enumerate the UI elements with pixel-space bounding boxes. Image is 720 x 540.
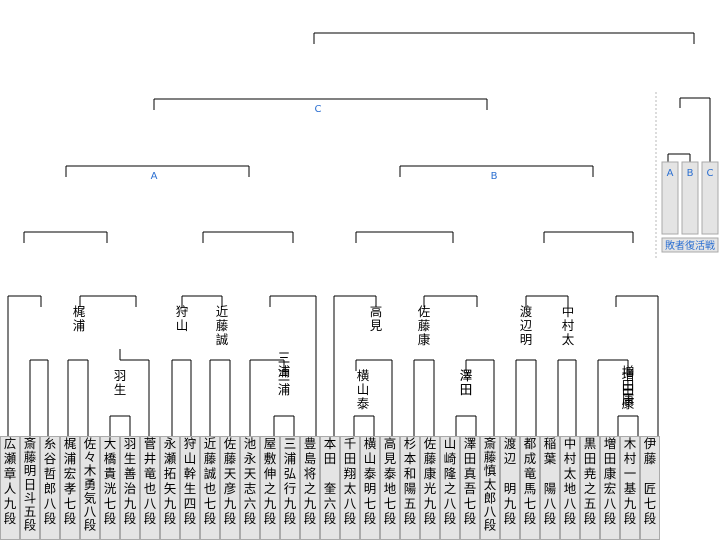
player-entry: 菅井竜也八段 <box>140 436 160 540</box>
player-name: 斎藤明日斗五段 <box>24 436 37 533</box>
round2-winner-watanabe: 渡辺明 <box>520 304 533 347</box>
player-name: 増田康宏八段 <box>604 436 617 526</box>
player-entry: 池永天志六段 <box>240 436 260 540</box>
block-labels: A B C <box>151 104 498 182</box>
player-entry: 杉本和陽五段 <box>400 436 420 540</box>
block-label-c: C <box>315 104 322 115</box>
player-name: 澤田真吾七段 <box>464 436 477 526</box>
player-name: 梶浦宏孝七段 <box>64 436 77 526</box>
player-entry: 斎藤明日斗五段 <box>20 436 40 540</box>
player-entry: 千田翔太八段 <box>340 436 360 540</box>
player-name: 千田翔太八段 <box>344 436 357 526</box>
block-label-a: A <box>151 171 158 182</box>
round1-winners: 三浦 横山泰 澤田 増田康 <box>278 368 635 411</box>
player-entry: 永瀬拓矢九段 <box>160 436 180 540</box>
player-name: 伊藤 匠七段 <box>644 436 657 526</box>
round2-winner-takami: 高見 <box>370 304 383 333</box>
player-name: 中村太地八段 <box>564 436 577 526</box>
round1-winner-masuda: 増田康 <box>622 368 635 411</box>
player-name: 横山泰明七段 <box>364 436 377 526</box>
player-name: 屋敷伸之九段 <box>264 436 277 526</box>
player-name: 豊島将之九段 <box>304 436 317 526</box>
svg-text:三浦: 三浦 <box>278 368 291 397</box>
player-name: 糸谷哲郎八段 <box>44 436 57 526</box>
svg-text:横山泰: 横山泰 <box>357 368 370 411</box>
player-entry: 広瀬章人九段 <box>0 436 20 540</box>
player-entry: 本田 奎六段 <box>320 436 340 540</box>
player-entry: 大橋貴洸七段 <box>100 436 120 540</box>
player-name: 山崎隆之八段 <box>444 436 457 526</box>
player-entry: 黒田尭之五段 <box>580 436 600 540</box>
block-label-b: B <box>491 171 498 182</box>
round2-winner-habu: 羽生 <box>114 368 127 397</box>
round2-winners: 梶浦 羽生 狩山 近藤誠 三浦 高見 佐藤康 澤田 渡辺明 中村太 増田康 <box>73 304 635 407</box>
round2-winner-masuda: 増田康 <box>622 364 635 407</box>
player-entry: 増田康宏八段 <box>600 436 620 540</box>
revival-bracket: A B C 敗者復活戦 <box>655 92 719 258</box>
round2-winner-kariyama: 狩山 <box>176 304 189 333</box>
player-entry: 三浦弘行九段 <box>280 436 300 540</box>
player-name: 羽生善治九段 <box>124 436 137 526</box>
player-entry: 佐藤康光九段 <box>420 436 440 540</box>
round2-winner-kajiura: 梶浦 <box>73 304 86 333</box>
round1-winner-yokoyama: 横山泰 <box>357 368 370 411</box>
player-name: 高見泰地七段 <box>384 436 397 526</box>
player-name: 広瀬章人九段 <box>4 436 17 526</box>
player-entry: 佐々木勇気八段 <box>80 436 100 540</box>
player-entry: 佐藤天彦九段 <box>220 436 240 540</box>
revival-a: A <box>667 168 674 179</box>
player-name: 佐藤天彦九段 <box>224 436 237 526</box>
player-name: 近藤誠也七段 <box>204 436 217 526</box>
player-entry: 屋敷伸之九段 <box>260 436 280 540</box>
player-name: 狩山幹生四段 <box>184 436 197 526</box>
player-entry: 都成竜馬七段 <box>520 436 540 540</box>
player-name: 大橋貴洸七段 <box>104 436 117 526</box>
player-name: 池永天志六段 <box>244 436 257 526</box>
player-name: 佐藤康光九段 <box>424 436 437 526</box>
player-entry: 伊藤 匠七段 <box>640 436 660 540</box>
player-name: 木村一基九段 <box>624 436 637 526</box>
player-entry: 木村一基九段 <box>620 436 640 540</box>
revival-b: B <box>687 168 694 179</box>
player-entry: 豊島将之九段 <box>300 436 320 540</box>
player-entry: 澤田真吾七段 <box>460 436 480 540</box>
round1-winner-sawada: 澤田 <box>460 368 473 397</box>
player-name: 菅井竜也八段 <box>144 436 157 526</box>
player-entry: 糸谷哲郎八段 <box>40 436 60 540</box>
player-name: 三浦弘行九段 <box>284 436 297 526</box>
player-name: 杉本和陽五段 <box>404 436 417 526</box>
round2-winner-sawada: 澤田 <box>460 368 473 397</box>
revival-label: 敗者復活戦 <box>665 239 715 252</box>
player-name: 本田 奎六段 <box>324 436 337 526</box>
svg-text:増田康: 増田康 <box>622 368 635 411</box>
player-name: 斎藤慎太郎八段 <box>484 436 497 533</box>
player-entry: 羽生善治九段 <box>120 436 140 540</box>
player-entry: 高見泰地七段 <box>380 436 400 540</box>
player-entry: 斎藤慎太郎八段 <box>480 436 500 540</box>
player-list: 広瀬章人九段斎藤明日斗五段糸谷哲郎八段梶浦宏孝七段佐々木勇気八段大橋貴洸七段羽生… <box>0 436 660 540</box>
player-name: 永瀬拓矢九段 <box>164 436 177 526</box>
svg-text:澤田: 澤田 <box>460 368 473 397</box>
player-entry: 狩山幹生四段 <box>180 436 200 540</box>
player-name: 渡辺 明九段 <box>504 436 517 526</box>
bracket-lines <box>7 32 711 436</box>
player-entry: 横山泰明七段 <box>360 436 380 540</box>
round1-winner-miura: 三浦 <box>278 368 291 397</box>
round2-winner-kondo: 近藤誠 <box>216 304 229 347</box>
player-entry: 稲葉 陽八段 <box>540 436 560 540</box>
player-name: 稲葉 陽八段 <box>544 436 557 526</box>
player-name: 黒田尭之五段 <box>584 436 597 526</box>
player-entry: 梶浦宏孝七段 <box>60 436 80 540</box>
round2-winner-miura: 三浦 <box>278 350 291 379</box>
player-entry: 近藤誠也七段 <box>200 436 220 540</box>
player-entry: 山崎隆之八段 <box>440 436 460 540</box>
player-name: 佐々木勇気八段 <box>84 436 97 533</box>
revival-c: C <box>707 168 714 179</box>
round2-winner-nakamura: 中村太 <box>562 304 575 347</box>
player-name: 都成竜馬七段 <box>524 436 537 526</box>
round2-winner-sato: 佐藤康 <box>418 304 431 347</box>
player-entry: 中村太地八段 <box>560 436 580 540</box>
player-entry: 渡辺 明九段 <box>500 436 520 540</box>
